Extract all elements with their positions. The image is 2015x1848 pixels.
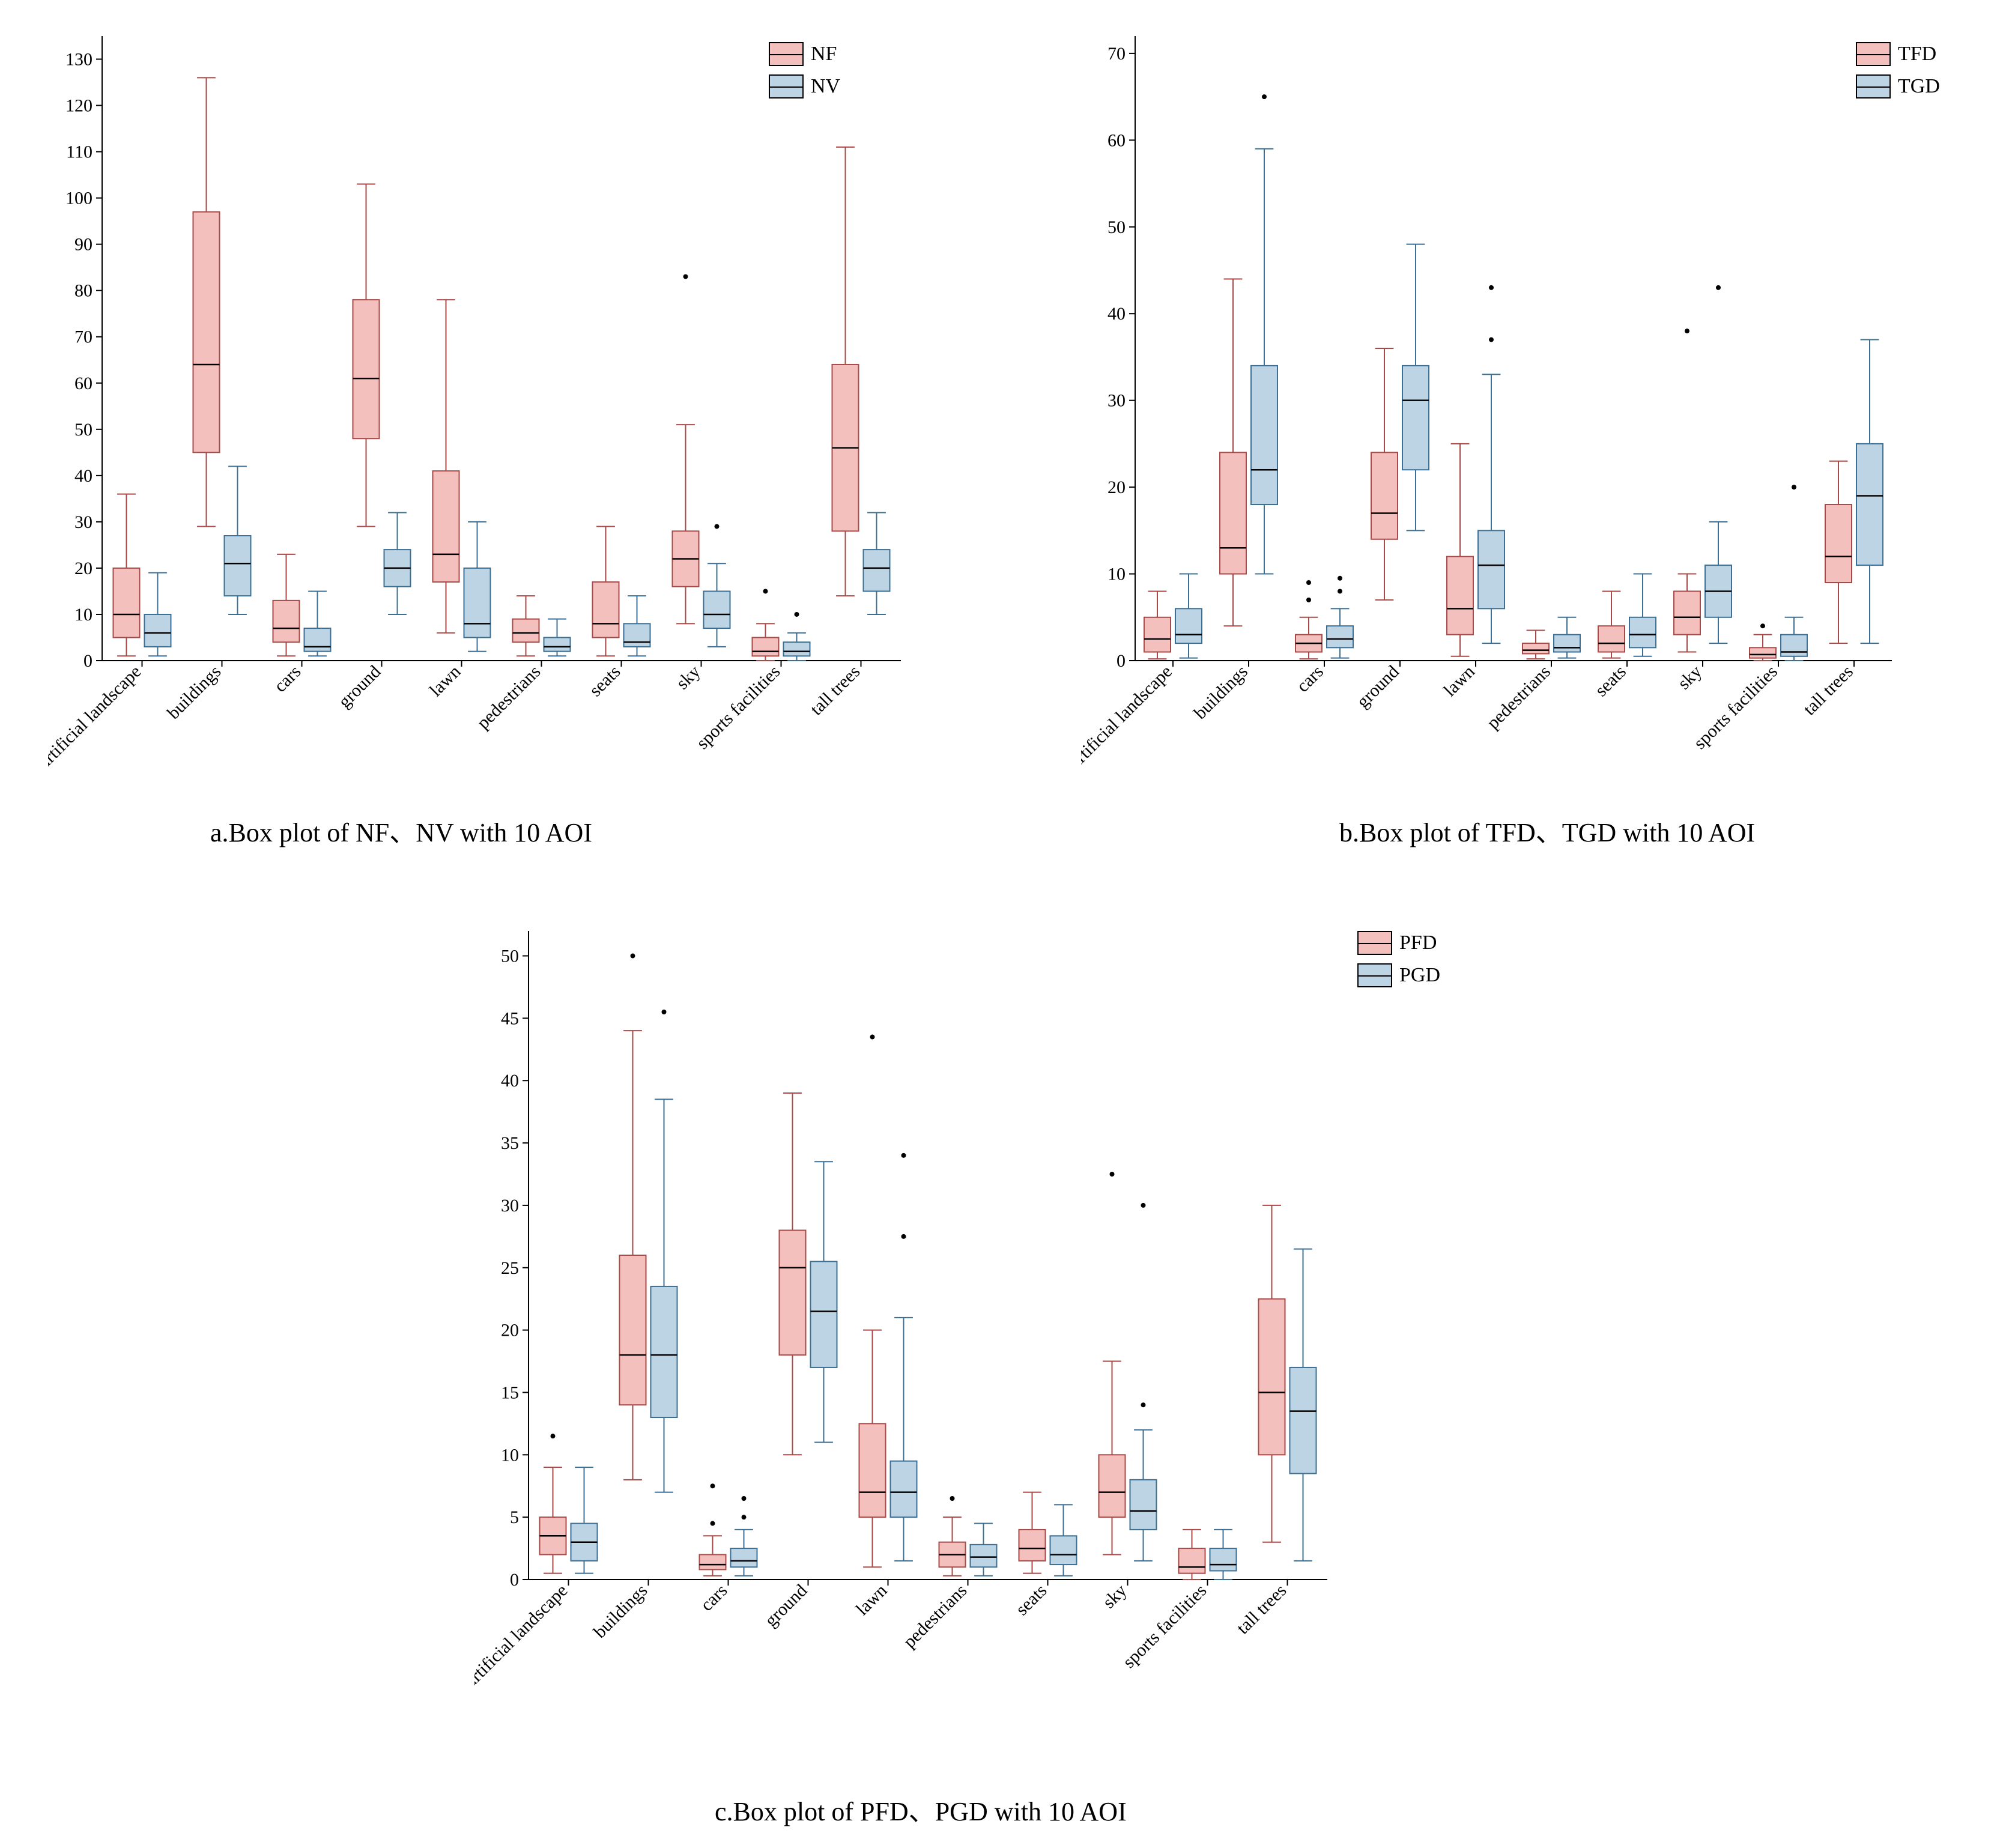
svg-text:artificial landscape: artificial landscape: [48, 662, 145, 772]
legend-item: PGD: [1357, 963, 1440, 987]
panel-c: 0 5 10 15 20 25 30 35 40 45 50 artificial landscape…: [474, 925, 1333, 1730]
legend-label: TFD: [1898, 43, 1936, 65]
boxplot-b-svg: 0 10 20 30 40 50 60 70 artificial landscapebuild…: [1081, 30, 1898, 811]
svg-text:15: 15: [501, 1383, 519, 1402]
svg-text:10: 10: [501, 1445, 519, 1465]
svg-text:cars: cars: [270, 662, 305, 696]
svg-text:ground: ground: [1353, 662, 1403, 712]
svg-text:40: 40: [74, 466, 92, 486]
svg-text:ground: ground: [761, 1581, 811, 1631]
legend-swatch-icon: [1357, 931, 1392, 955]
legend-label: NF: [811, 43, 837, 65]
legend-item: PFD: [1357, 931, 1440, 955]
svg-text:40: 40: [1107, 304, 1126, 324]
svg-text:90: 90: [74, 235, 92, 255]
boxplot-c-svg: 0 5 10 15 20 25 30 35 40 45 50 artificial landscape…: [474, 925, 1333, 1730]
svg-text:seats: seats: [586, 662, 625, 701]
legend-label: PFD: [1399, 932, 1437, 954]
legend-swatch-icon: [769, 74, 804, 98]
legend-c: PFD PGD: [1357, 931, 1440, 996]
legend-item: TGD: [1856, 74, 1940, 98]
svg-text:artificial landscape: artificial landscape: [474, 1581, 571, 1691]
svg-text:20: 20: [1107, 477, 1126, 497]
svg-text:0: 0: [510, 1570, 519, 1590]
svg-text:ground: ground: [335, 662, 384, 712]
legend-item: TFD: [1856, 42, 1940, 66]
legend-a: NF NV: [769, 42, 840, 107]
boxplot-a-svg: 0 10 20 30 40 50 60 70 80 90 100 110 120 130 artificia…: [48, 30, 907, 811]
svg-text:buildings: buildings: [1190, 662, 1252, 723]
svg-text:10: 10: [74, 605, 92, 625]
caption-b: b.Box plot of TFD、TGD with 10 AOI: [1339, 811, 1755, 849]
caption-c: c.Box plot of PFD、PGD with 10 AOI: [715, 1790, 1127, 1828]
figure-page: 0102030405060708090100110120130artificia…: [0, 0, 2015, 1848]
svg-text:tall trees: tall trees: [1233, 1581, 1291, 1638]
svg-text:60: 60: [1107, 130, 1126, 150]
svg-text:20: 20: [74, 559, 92, 578]
svg-text:40: 40: [501, 1071, 519, 1091]
svg-text:tall trees: tall trees: [1799, 662, 1857, 720]
svg-text:130: 130: [65, 50, 92, 70]
svg-text:pedestrians: pedestrians: [473, 662, 545, 733]
svg-text:100: 100: [65, 189, 92, 208]
svg-text:seats: seats: [1012, 1581, 1051, 1620]
svg-text:buildings: buildings: [590, 1581, 651, 1642]
svg-text:lawn: lawn: [1440, 662, 1479, 701]
svg-text:cars: cars: [697, 1581, 731, 1615]
legend-swatch-icon: [1856, 74, 1891, 98]
legend-item: NV: [769, 74, 840, 98]
svg-text:70: 70: [74, 327, 92, 347]
svg-text:artificial landscape: artificial landscape: [1081, 662, 1176, 772]
svg-text:30: 30: [1107, 391, 1126, 411]
svg-text:50: 50: [1107, 217, 1126, 237]
svg-text:20: 20: [501, 1321, 519, 1341]
svg-text:10: 10: [1107, 565, 1126, 584]
svg-text:50: 50: [74, 420, 92, 440]
svg-text:sports facilities: sports facilities: [692, 662, 784, 753]
svg-text:buildings: buildings: [163, 662, 225, 723]
svg-text:70: 70: [1107, 44, 1126, 64]
legend-label: TGD: [1898, 75, 1940, 98]
svg-text:120: 120: [65, 96, 92, 116]
svg-text:cars: cars: [1292, 662, 1327, 696]
svg-text:sky: sky: [673, 662, 704, 694]
svg-text:110: 110: [66, 142, 92, 162]
svg-text:tall trees: tall trees: [807, 662, 864, 720]
svg-text:sky: sky: [1674, 662, 1706, 694]
svg-text:sky: sky: [1099, 1581, 1131, 1613]
svg-text:0: 0: [1117, 651, 1126, 671]
svg-text:pedestrians: pedestrians: [1483, 662, 1554, 733]
svg-text:0: 0: [83, 651, 92, 671]
svg-text:5: 5: [510, 1507, 519, 1527]
svg-text:30: 30: [74, 512, 92, 532]
legend-label: NV: [811, 75, 840, 98]
svg-text:25: 25: [501, 1258, 519, 1278]
svg-text:35: 35: [501, 1133, 519, 1153]
svg-text:seats: seats: [1591, 662, 1630, 701]
svg-text:60: 60: [74, 374, 92, 393]
legend-b: TFD TGD: [1856, 42, 1940, 107]
panel-b: 0 10 20 30 40 50 60 70 artificial landscapebuild…: [1081, 30, 1898, 811]
svg-text:sports facilities: sports facilities: [1119, 1581, 1210, 1672]
svg-text:50: 50: [501, 947, 519, 966]
svg-text:45: 45: [501, 1008, 519, 1028]
legend-swatch-icon: [769, 42, 804, 66]
svg-text:lawn: lawn: [852, 1581, 891, 1620]
svg-text:pedestrians: pedestrians: [900, 1581, 971, 1652]
legend-label: PGD: [1399, 964, 1440, 987]
svg-text:30: 30: [501, 1196, 519, 1216]
legend-swatch-icon: [1856, 42, 1891, 66]
legend-swatch-icon: [1357, 963, 1392, 987]
panel-a: 0 10 20 30 40 50 60 70 80 90 100 110 120 130 artificia…: [48, 30, 907, 811]
svg-text:80: 80: [74, 281, 92, 301]
svg-text:lawn: lawn: [426, 662, 465, 701]
caption-a: a.Box plot of NF、NV with 10 AOI: [210, 811, 592, 849]
legend-item: NF: [769, 42, 840, 66]
